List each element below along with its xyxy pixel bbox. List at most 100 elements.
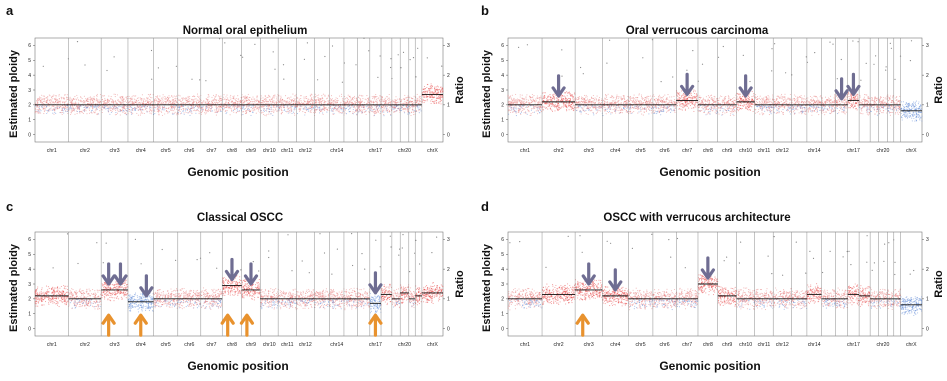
data-point: [319, 98, 321, 100]
y-tick-label: 1: [28, 118, 31, 124]
data-point: [123, 110, 125, 112]
data-point: [405, 107, 407, 110]
data-point: [605, 113, 607, 115]
data-point: [416, 98, 418, 100]
data-point: [178, 105, 181, 107]
data-point: [267, 107, 269, 109]
data-point: [244, 98, 246, 100]
outlier-point: [402, 51, 405, 54]
data-point: [405, 102, 407, 104]
data-point: [394, 100, 396, 103]
outlier-point: [390, 58, 392, 60]
data-point: [128, 105, 130, 107]
data-point: [510, 109, 512, 111]
data-point: [437, 92, 440, 94]
data-point: [62, 111, 64, 114]
data-point: [615, 97, 618, 99]
data-point: [620, 102, 622, 104]
data-point: [520, 111, 522, 113]
data-point: [289, 99, 291, 101]
data-point: [388, 111, 390, 113]
data-point: [153, 108, 155, 110]
data-point: [315, 101, 317, 103]
data-point: [370, 108, 372, 110]
data-point: [587, 107, 589, 109]
data-point: [308, 101, 310, 103]
data-point: [564, 92, 566, 94]
data-point: [591, 97, 593, 99]
data-point: [132, 109, 134, 111]
data-point: [440, 103, 442, 105]
data-point: [107, 108, 109, 110]
data-point: [525, 97, 527, 99]
data-point: [587, 106, 589, 108]
outlier-point: [417, 47, 419, 49]
data-point: [274, 101, 276, 104]
data-point: [141, 108, 144, 111]
data-point: [583, 101, 586, 103]
data-point: [352, 103, 354, 105]
data-point: [225, 100, 227, 102]
data-point: [417, 107, 419, 109]
data-point: [223, 105, 225, 107]
data-point: [232, 101, 234, 103]
data-point: [41, 105, 43, 107]
data-point: [287, 100, 289, 102]
data-point: [375, 98, 378, 100]
data-point: [550, 108, 552, 110]
data-point: [206, 107, 208, 109]
data-point: [184, 99, 187, 101]
data-point: [217, 109, 219, 111]
data-point: [142, 101, 145, 103]
data-point: [598, 107, 601, 109]
data-point: [548, 102, 550, 104]
data-point: [47, 105, 49, 107]
data-point: [519, 105, 521, 108]
data-point: [258, 108, 260, 110]
data-point: [400, 107, 402, 109]
data-point: [175, 105, 178, 107]
data-point: [585, 109, 587, 111]
data-point: [243, 101, 245, 103]
data-point: [47, 111, 49, 113]
data-point: [66, 102, 68, 104]
data-point: [147, 100, 149, 102]
data-point: [236, 101, 238, 103]
data-point: [253, 102, 255, 104]
data-point: [36, 102, 38, 104]
data-point: [357, 107, 359, 109]
data-point: [323, 106, 325, 109]
data-point: [539, 108, 541, 110]
data-point: [417, 97, 419, 99]
data-point: [388, 100, 390, 102]
data-point: [547, 96, 549, 98]
data-point: [230, 108, 233, 110]
data-point: [143, 105, 145, 107]
data-point: [271, 107, 273, 109]
data-point: [84, 107, 86, 109]
data-point: [158, 101, 160, 103]
data-point: [150, 113, 152, 115]
data-point: [377, 98, 379, 100]
data-point: [304, 114, 306, 116]
data-point: [537, 108, 539, 110]
data-point: [206, 110, 208, 112]
data-point: [150, 96, 152, 99]
data-point: [214, 111, 216, 113]
data-point: [128, 108, 130, 111]
data-point: [417, 99, 419, 101]
data-point: [64, 94, 66, 96]
data-point: [272, 102, 274, 104]
data-point: [229, 106, 231, 109]
data-point: [158, 98, 160, 100]
data-point: [558, 106, 560, 108]
data-point: [48, 110, 50, 112]
data-point: [190, 109, 192, 111]
data-point: [376, 105, 378, 108]
data-point: [585, 94, 587, 96]
data-point: [293, 97, 295, 99]
data-point: [242, 114, 244, 116]
data-point: [278, 110, 280, 112]
data-point: [41, 100, 43, 102]
data-point: [157, 97, 159, 99]
